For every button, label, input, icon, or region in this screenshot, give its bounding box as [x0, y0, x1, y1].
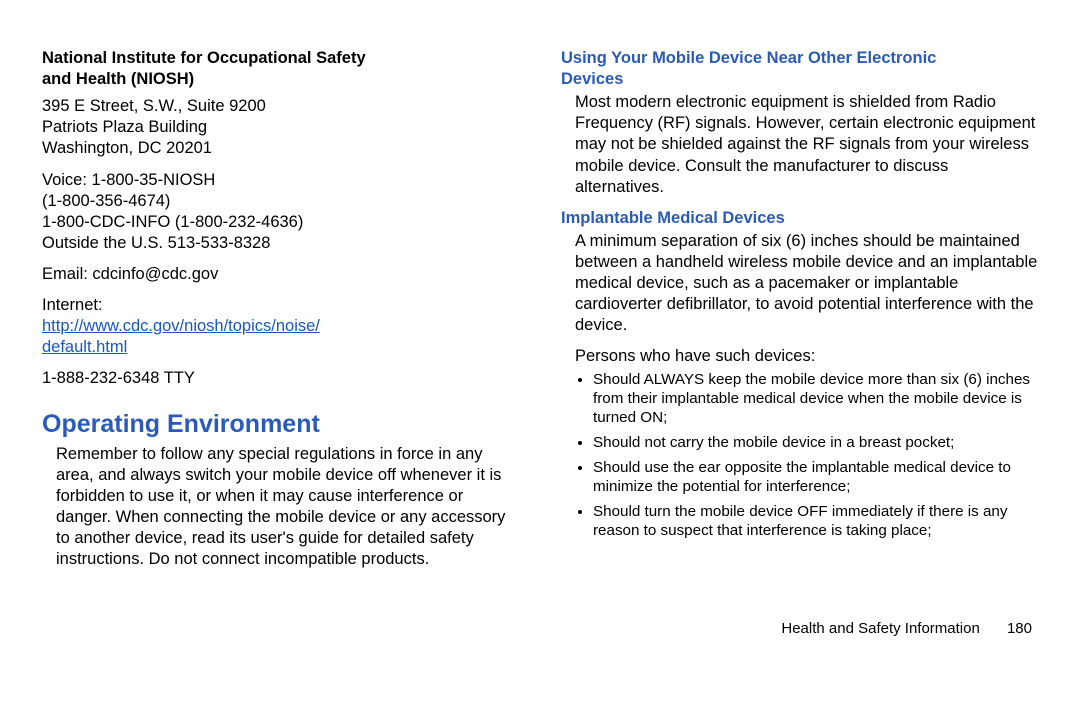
footer-label: Health and Safety Information [781, 620, 979, 637]
list-item: Should ALWAYS keep the mobile device mor… [593, 370, 1038, 427]
address-line1: 395 E Street, S.W., Suite 9200 [42, 97, 266, 115]
list-item: Should not carry the mobile device in a … [593, 433, 1038, 452]
tty-text: 1-888-232-6348 TTY [42, 369, 195, 387]
electronic-devices-body: Most modern electronic equipment is shie… [575, 92, 1038, 198]
email-text: Email: cdcinfo@cdc.gov [42, 265, 218, 283]
voice-line2: (1-800-356-4674) [42, 192, 170, 210]
voice-block: Voice: 1-800-35-NIOSH (1-800-356-4674) 1… [42, 170, 519, 254]
subheading-implantable-devices: Implantable Medical Devices [561, 208, 1038, 229]
bullet-list: Should ALWAYS keep the mobile device mor… [575, 370, 1038, 540]
implantable-devices-body: A minimum separation of six (6) inches s… [575, 231, 1038, 337]
org-heading: National Institute for Occupational Safe… [42, 48, 519, 90]
operating-environment-body: Remember to follow any special regulatio… [56, 444, 519, 571]
email-block: Email: cdcinfo@cdc.gov [42, 264, 519, 285]
list-item: Should turn the mobile device OFF immedi… [593, 502, 1038, 540]
internet-link-line1: http://www.cdc.gov/niosh/topics/noise/ [42, 317, 320, 335]
sub1-line1: Using Your Mobile Device Near Other Elec… [561, 49, 936, 67]
address-block: 395 E Street, S.W., Suite 9200 Patriots … [42, 96, 519, 159]
page-content: National Institute for Occupational Safe… [0, 0, 1080, 620]
page-number: 180 [984, 620, 1032, 637]
internet-link[interactable]: http://www.cdc.gov/niosh/topics/noise/de… [42, 317, 320, 356]
org-heading-line2: and Health (NIOSH) [42, 70, 194, 88]
left-column: National Institute for Occupational Safe… [42, 48, 525, 600]
right-column: Using Your Mobile Device Near Other Elec… [555, 48, 1038, 600]
internet-label: Internet: [42, 296, 103, 314]
voice-line3: 1-800-CDC-INFO (1-800-232-4636) [42, 213, 303, 231]
voice-line1: Voice: 1-800-35-NIOSH [42, 171, 215, 189]
org-heading-line1: National Institute for Occupational Safe… [42, 49, 366, 67]
sub1-line2: Devices [561, 70, 623, 88]
address-line2: Patriots Plaza Building [42, 118, 207, 136]
internet-block: Internet: http://www.cdc.gov/niosh/topic… [42, 295, 519, 358]
tty-block: 1-888-232-6348 TTY [42, 368, 519, 389]
section-heading-operating-environment: Operating Environment [42, 408, 519, 440]
subheading-electronic-devices: Using Your Mobile Device Near Other Elec… [561, 48, 1038, 90]
list-item: Should use the ear opposite the implanta… [593, 458, 1038, 496]
internet-link-line2: default.html [42, 338, 127, 356]
page-footer: Health and Safety Information 180 [0, 620, 1080, 637]
address-line3: Washington, DC 20201 [42, 139, 212, 157]
voice-line4: Outside the U.S. 513-533-8328 [42, 234, 270, 252]
implantable-lead: Persons who have such devices: [575, 346, 1038, 367]
